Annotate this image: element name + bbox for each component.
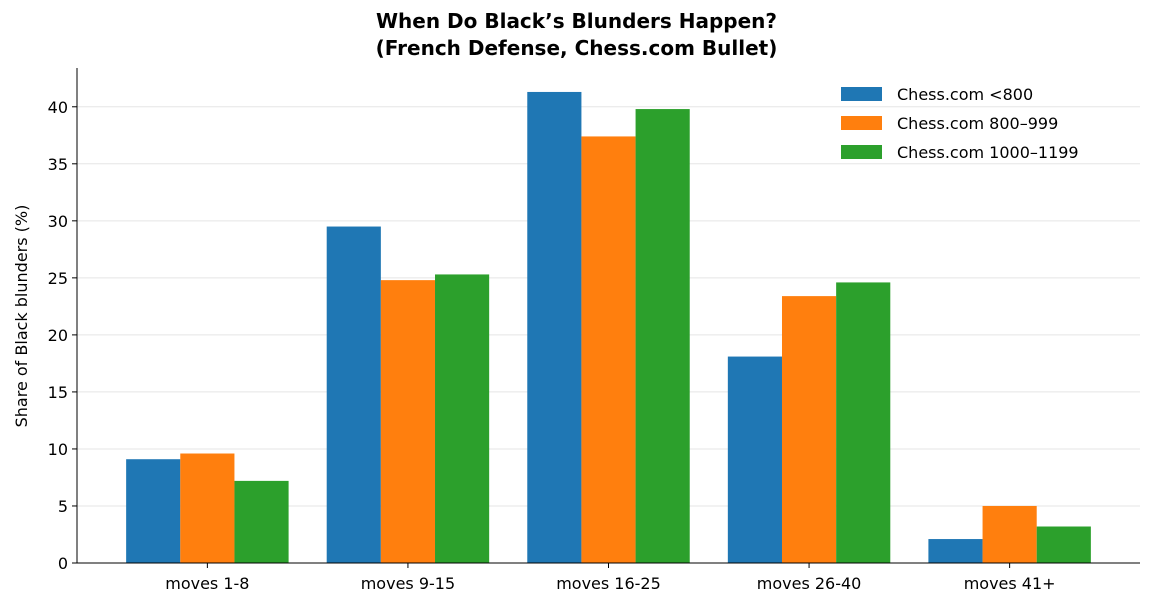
legend-label: Chess.com 800–999 (897, 114, 1058, 133)
y-tick-label: 30 (48, 212, 68, 231)
y-tick-label: 10 (48, 440, 68, 459)
y-tick-label: 25 (48, 269, 68, 288)
bar (581, 136, 636, 564)
legend-label: Chess.com <800 (897, 85, 1033, 104)
bar (527, 91, 582, 564)
bar (234, 480, 289, 563)
x-tick-label: moves 16-25 (556, 574, 661, 593)
bar (326, 226, 381, 563)
x-tick-label: moves 26-40 (757, 574, 862, 593)
x-tick-label: moves 1-8 (165, 574, 249, 593)
y-tick-label: 20 (48, 326, 68, 345)
chart-title: When Do Black’s Blunders Happen? (French… (375, 9, 778, 60)
bar (982, 505, 1037, 563)
y-tick-label: 15 (48, 383, 68, 402)
bar (180, 453, 235, 563)
bar (380, 280, 436, 563)
bar (727, 356, 782, 563)
x-tick-label: moves 41+ (964, 574, 1056, 593)
y-tick-label: 5 (58, 497, 68, 516)
bar (126, 459, 181, 563)
legend-swatch (841, 87, 882, 101)
legend-swatch (841, 145, 882, 159)
y-tick-label: 35 (48, 155, 68, 174)
bar (1036, 526, 1091, 563)
x-tick-label: moves 9-15 (361, 574, 455, 593)
legend-label: Chess.com 1000–1199 (897, 143, 1079, 162)
bar (635, 109, 690, 563)
y-tick-label: 0 (58, 554, 68, 573)
bar (836, 282, 891, 563)
legend-swatch (841, 116, 882, 130)
y-tick-label: 40 (48, 98, 68, 117)
y-axis-label: Share of Black blunders (%) (12, 205, 31, 428)
bar (435, 274, 490, 563)
bar (781, 296, 837, 563)
bar (928, 539, 983, 563)
